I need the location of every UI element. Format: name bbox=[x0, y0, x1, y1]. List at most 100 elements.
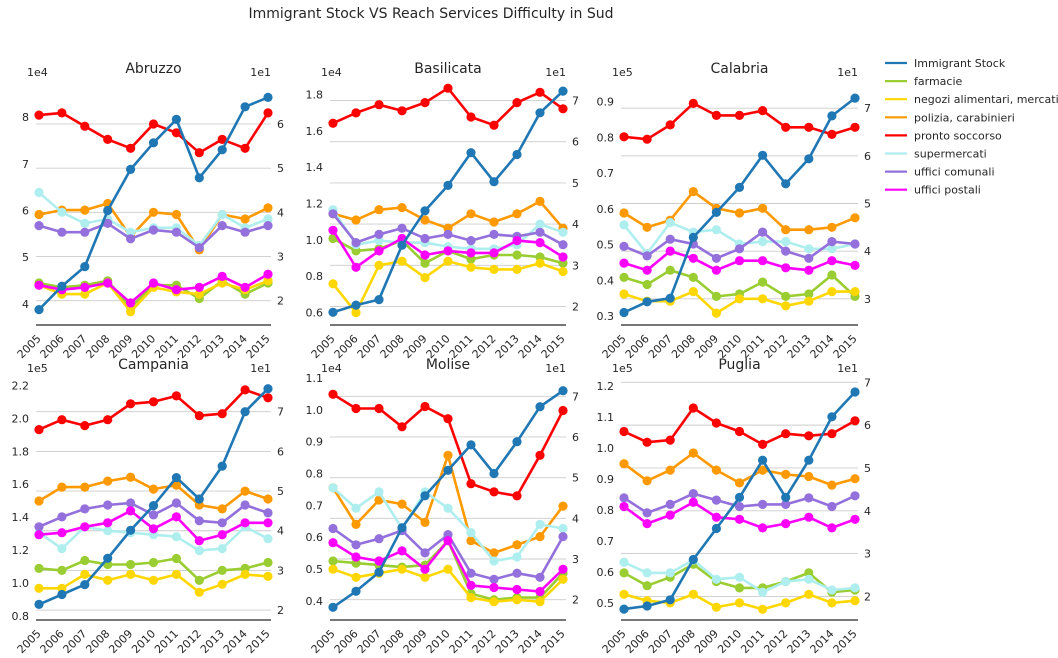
data-point bbox=[619, 289, 629, 299]
data-point bbox=[351, 308, 361, 318]
series-uffici-postali bbox=[34, 269, 273, 308]
data-point bbox=[558, 532, 568, 542]
data-point bbox=[642, 437, 652, 447]
data-point bbox=[34, 583, 44, 593]
data-point bbox=[827, 429, 837, 439]
data-point bbox=[466, 536, 476, 546]
data-point bbox=[489, 248, 499, 258]
data-point bbox=[558, 405, 568, 416]
x-tick-label: 2013 bbox=[198, 627, 227, 656]
data-point bbox=[57, 565, 67, 576]
data-point bbox=[734, 182, 745, 192]
data-point bbox=[688, 554, 698, 565]
data-point bbox=[734, 492, 745, 502]
left-tick-label: 0.6 bbox=[597, 566, 615, 579]
data-point bbox=[558, 252, 568, 262]
right-axis-multiplier: 1e1 bbox=[250, 362, 271, 375]
data-point bbox=[374, 487, 384, 497]
x-tick-label: 2006 bbox=[38, 332, 67, 361]
x-tick-label: 2012 bbox=[470, 627, 499, 656]
data-point bbox=[420, 572, 430, 582]
data-point bbox=[443, 564, 453, 574]
left-tick-label: 1.2 bbox=[12, 544, 30, 557]
x-tick-label: 2005 bbox=[15, 627, 44, 656]
series-polizia-carabinieri bbox=[619, 187, 860, 235]
data-point bbox=[466, 209, 476, 219]
series-pronto-soccorso bbox=[619, 98, 860, 144]
data-point bbox=[688, 497, 698, 507]
data-point bbox=[619, 557, 629, 567]
data-point bbox=[827, 111, 837, 121]
data-point bbox=[443, 414, 453, 424]
x-tick-label: 2009 bbox=[106, 627, 135, 656]
data-point bbox=[804, 431, 814, 441]
data-point bbox=[804, 154, 814, 164]
data-point bbox=[535, 519, 545, 530]
data-point bbox=[512, 584, 522, 595]
series-negozi-alimentari-mercati bbox=[328, 256, 568, 318]
series-uffici-postali bbox=[619, 246, 860, 275]
data-point bbox=[642, 476, 652, 486]
data-point bbox=[665, 120, 675, 130]
data-point bbox=[665, 465, 675, 475]
data-point bbox=[619, 258, 629, 268]
data-point bbox=[263, 276, 273, 286]
data-point bbox=[420, 548, 430, 558]
data-point bbox=[535, 532, 545, 542]
series-uffici-postali bbox=[34, 506, 273, 546]
panel-puglia: 2 3 4 5 6 7 0.5 0.6 0.7 0.8 0.9 1.0 1.1 1.2 1e5 1e1 Pugl… bbox=[597, 357, 872, 656]
data-point bbox=[558, 266, 568, 277]
data-point bbox=[263, 518, 273, 528]
data-point bbox=[194, 494, 204, 504]
x-tick-label: 2005 bbox=[600, 332, 629, 361]
data-point bbox=[466, 248, 476, 258]
right-tick-label: 5 bbox=[277, 485, 284, 498]
x-tick-label: 2012 bbox=[761, 627, 790, 656]
data-point bbox=[443, 450, 453, 460]
series-negozi-alimentari-mercati bbox=[619, 589, 860, 614]
x-tick-label: 2009 bbox=[692, 332, 721, 361]
series-polizia-carabinieri bbox=[34, 472, 273, 514]
left-tick-label: 0.8 bbox=[306, 468, 324, 481]
x-tick-label: 2008 bbox=[669, 627, 698, 656]
data-point bbox=[850, 239, 860, 249]
left-tick-label: 1.1 bbox=[597, 411, 615, 424]
data-point bbox=[57, 227, 67, 237]
data-point bbox=[489, 229, 499, 239]
right-tick-label: 7 bbox=[277, 406, 284, 419]
data-point bbox=[328, 307, 338, 317]
data-point bbox=[711, 574, 722, 584]
data-point bbox=[512, 540, 522, 550]
data-point bbox=[351, 519, 361, 530]
left-axis-multiplier: 1e4 bbox=[27, 66, 48, 79]
series-polizia-carabinieri bbox=[328, 450, 568, 558]
right-tick-label: 5 bbox=[864, 198, 871, 211]
data-point bbox=[420, 206, 430, 216]
right-tick-label: 5 bbox=[572, 177, 579, 190]
x-tick-label: 2011 bbox=[738, 627, 767, 656]
data-point bbox=[489, 217, 499, 227]
data-point bbox=[642, 279, 652, 290]
data-point bbox=[850, 260, 860, 270]
series-line bbox=[37, 191, 270, 247]
x-tick-label: 2010 bbox=[424, 627, 453, 656]
data-point bbox=[328, 564, 338, 574]
data-point bbox=[512, 209, 522, 219]
left-tick-label: 0.9 bbox=[306, 436, 324, 449]
series-polizia-carabinieri bbox=[619, 448, 860, 490]
data-point bbox=[397, 564, 407, 574]
series-line bbox=[331, 86, 565, 127]
data-point bbox=[171, 114, 181, 124]
data-point bbox=[194, 282, 204, 292]
data-point bbox=[758, 106, 768, 116]
data-point bbox=[535, 227, 545, 237]
data-point bbox=[711, 308, 722, 318]
panel-title: Campania bbox=[118, 357, 189, 373]
data-point bbox=[34, 305, 44, 315]
data-point bbox=[535, 402, 545, 412]
data-point bbox=[103, 278, 113, 288]
x-tick-label: 2014 bbox=[808, 627, 837, 656]
data-point bbox=[148, 225, 159, 235]
